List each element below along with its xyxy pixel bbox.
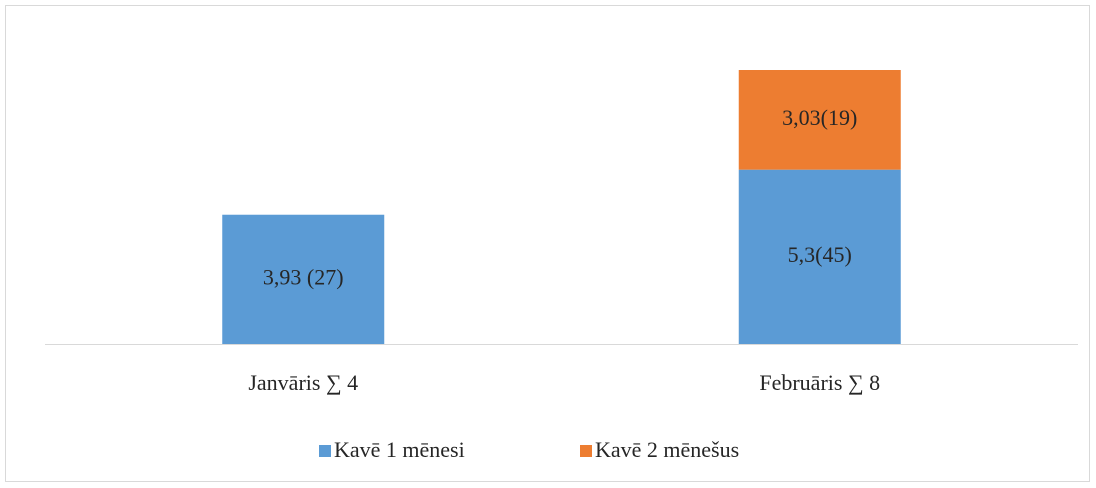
x-tick-label: Janvāris ∑ 4 bbox=[248, 370, 358, 395]
legend-label: Kavē 1 mēnesi bbox=[334, 437, 465, 462]
data-label: 3,03(19) bbox=[782, 105, 857, 130]
bar-segment bbox=[222, 214, 385, 344]
bar-segment bbox=[738, 70, 901, 170]
legend-label: Kavē 2 mēnešus bbox=[595, 437, 739, 462]
data-label: 3,93 (27) bbox=[263, 264, 344, 289]
bar-segment bbox=[738, 169, 901, 344]
legend-swatch bbox=[319, 445, 331, 457]
data-label: 5,3(45) bbox=[788, 242, 852, 267]
chart-border bbox=[5, 5, 1090, 482]
legend-swatch bbox=[580, 445, 592, 457]
x-tick-label: Februāris ∑ 8 bbox=[759, 370, 880, 395]
